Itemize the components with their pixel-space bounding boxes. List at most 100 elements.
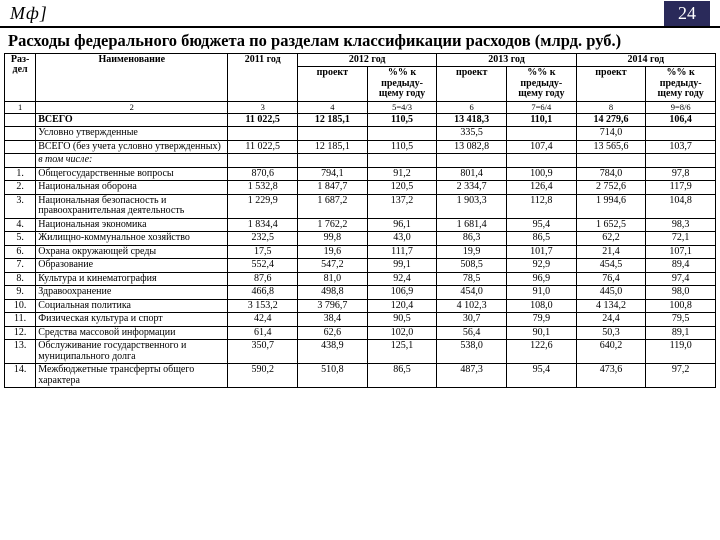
cell-value: 86,5 <box>507 232 577 246</box>
cell-value: 13 418,3 <box>437 113 507 127</box>
row-index: 5. <box>5 232 36 246</box>
cell-value: 1 762,2 <box>298 218 368 232</box>
cell-value <box>437 154 507 168</box>
table-row: 6.Охрана окружающей среды17,519,6111,719… <box>5 245 716 259</box>
table-row: 14.Межбюджетные трансферты общего характ… <box>5 364 716 388</box>
cell-value: 4 102,3 <box>437 299 507 313</box>
cell-value: 784,0 <box>576 167 646 181</box>
th-2012-proj: проект <box>298 67 368 102</box>
table-row: 13.Обслуживание государственного и муниц… <box>5 340 716 364</box>
table-row: 11.Физическая культура и спорт42,438,490… <box>5 313 716 327</box>
row-index: 9. <box>5 286 36 300</box>
cell-value: 42,4 <box>228 313 298 327</box>
row-name: Образование <box>36 259 228 273</box>
cell-value: 125,1 <box>367 340 437 364</box>
cell-value: 350,7 <box>228 340 298 364</box>
cell-value: 438,9 <box>298 340 368 364</box>
cell-value: 466,8 <box>228 286 298 300</box>
cell-value <box>367 154 437 168</box>
cell-value: 126,4 <box>507 181 577 195</box>
row-index <box>5 140 36 154</box>
th-2014-pct: %% к предыду-щему году <box>646 67 716 102</box>
cell-value: 498,8 <box>298 286 368 300</box>
row-name: Охрана окружающей среды <box>36 245 228 259</box>
table-row: 9.Здравоохранение466,8498,8106,9454,091,… <box>5 286 716 300</box>
cell-value: 119,0 <box>646 340 716 364</box>
cell-value: 14 279,6 <box>576 113 646 127</box>
cell-value: 89,1 <box>646 326 716 340</box>
row-name: ВСЕГО <box>36 113 228 127</box>
row-index <box>5 154 36 168</box>
cell-value: 38,4 <box>298 313 368 327</box>
cell-value: 79,5 <box>646 313 716 327</box>
table-row: 10.Социальная политика3 153,23 796,7120,… <box>5 299 716 313</box>
cell-value: 120,4 <box>367 299 437 313</box>
cell-value: 1 229,9 <box>228 194 298 218</box>
cell-value: 56,4 <box>437 326 507 340</box>
row-name: в том числе: <box>36 154 228 168</box>
row-name: Культура и кинематография <box>36 272 228 286</box>
table-row: 2.Национальная оборона1 532,81 847,7120,… <box>5 181 716 195</box>
th-2012: 2012 год <box>298 53 437 67</box>
cell-value: 61,4 <box>228 326 298 340</box>
cell-value: 2 334,7 <box>437 181 507 195</box>
cell-value: 90,1 <box>507 326 577 340</box>
topbar: Мф] 24 <box>0 0 720 28</box>
cell-value: 106,9 <box>367 286 437 300</box>
cell-value: 92,9 <box>507 259 577 273</box>
page-number: 24 <box>664 1 710 26</box>
cell-value: 11 022,5 <box>228 113 298 127</box>
cell-value: 106,4 <box>646 113 716 127</box>
cell-value: 801,4 <box>437 167 507 181</box>
cell-value: 17,5 <box>228 245 298 259</box>
row-name: Здравоохранение <box>36 286 228 300</box>
cell-value <box>646 154 716 168</box>
row-name: Общегосударственные вопросы <box>36 167 228 181</box>
cell-value: 870,6 <box>228 167 298 181</box>
row-index: 4. <box>5 218 36 232</box>
cell-value: 12 185,1 <box>298 140 368 154</box>
cell-value: 89,4 <box>646 259 716 273</box>
row-index: 6. <box>5 245 36 259</box>
table-row: 8.Культура и кинематография87,681,092,47… <box>5 272 716 286</box>
row-index <box>5 113 36 127</box>
cell-value: 103,7 <box>646 140 716 154</box>
row-name: ВСЕГО (без учета условно утвержденных) <box>36 140 228 154</box>
row-name: Жилищно-коммунальное хозяйство <box>36 232 228 246</box>
cell-value: 12 185,1 <box>298 113 368 127</box>
cell-value <box>298 127 368 141</box>
cell-value: 62,2 <box>576 232 646 246</box>
cell-value <box>228 154 298 168</box>
cell-value: 794,1 <box>298 167 368 181</box>
table-row: 7.Образование552,4547,299,1508,592,9454,… <box>5 259 716 273</box>
cell-value: 3 153,2 <box>228 299 298 313</box>
cell-value: 110,1 <box>507 113 577 127</box>
cell-value <box>646 127 716 141</box>
cell-value: 117,9 <box>646 181 716 195</box>
cell-value: 95,4 <box>507 218 577 232</box>
cell-value: 72,1 <box>646 232 716 246</box>
cell-value: 108,0 <box>507 299 577 313</box>
cell-value: 99,8 <box>298 232 368 246</box>
cell-value: 3 796,7 <box>298 299 368 313</box>
cell-value: 100,9 <box>507 167 577 181</box>
th-2013-pct: %% к предыду-щему году <box>507 67 577 102</box>
cell-value: 714,0 <box>576 127 646 141</box>
cell-value: 2 752,6 <box>576 181 646 195</box>
row-index: 7. <box>5 259 36 273</box>
cell-value: 62,6 <box>298 326 368 340</box>
cell-value: 1 652,5 <box>576 218 646 232</box>
row-name: Физическая культура и спорт <box>36 313 228 327</box>
cell-value: 19,6 <box>298 245 368 259</box>
cell-value: 24,4 <box>576 313 646 327</box>
cell-value: 79,9 <box>507 313 577 327</box>
cell-value: 112,8 <box>507 194 577 218</box>
row-index: 12. <box>5 326 36 340</box>
cell-value: 1 681,4 <box>437 218 507 232</box>
cell-value: 232,5 <box>228 232 298 246</box>
cell-value: 4 134,2 <box>576 299 646 313</box>
cell-value: 50,3 <box>576 326 646 340</box>
cell-value: 87,6 <box>228 272 298 286</box>
cell-value: 454,5 <box>576 259 646 273</box>
cell-value: 78,5 <box>437 272 507 286</box>
